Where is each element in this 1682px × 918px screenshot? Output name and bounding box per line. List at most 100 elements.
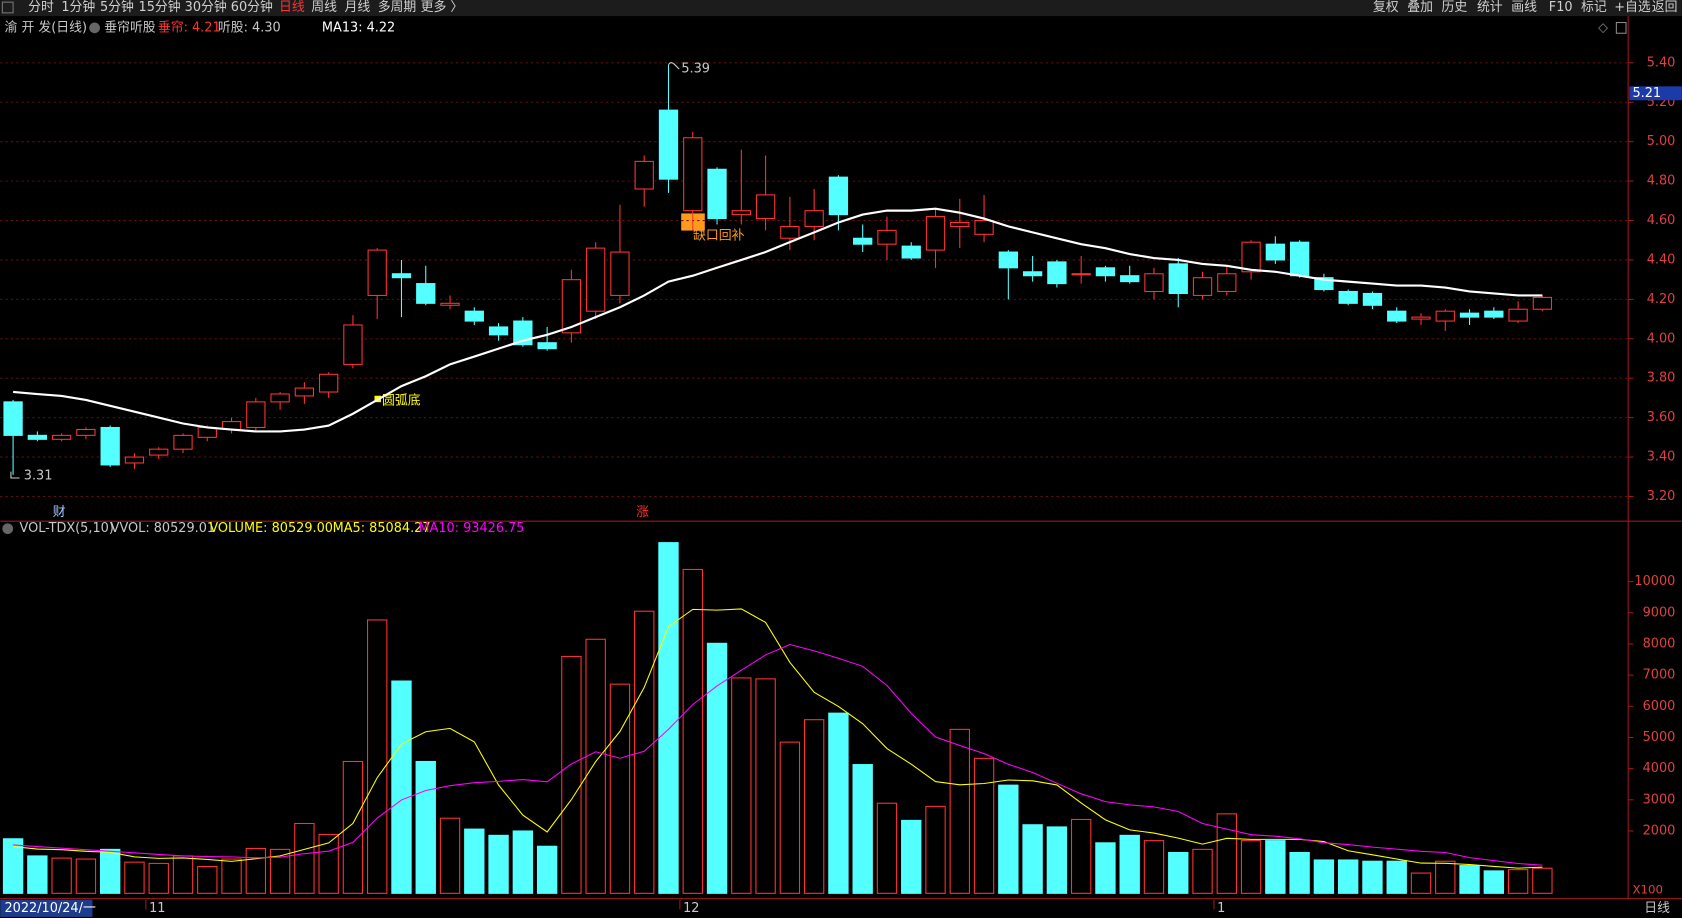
- volume-bar: [658, 542, 679, 894]
- volume-bar: [1265, 840, 1286, 894]
- toolbar-item[interactable]: 30分钟: [185, 0, 227, 15]
- volume-bar: [755, 678, 776, 894]
- candle-body: [100, 426, 120, 466]
- volume-bar: [1168, 851, 1189, 894]
- volume-bar: [75, 858, 97, 894]
- volume-bar: [1240, 840, 1262, 894]
- candle-body: [731, 210, 751, 216]
- volume-bar: [1313, 859, 1335, 894]
- ma-legend: MA10: 93426.75: [418, 521, 524, 536]
- toolbar-item[interactable]: 5分钟: [100, 0, 134, 15]
- toolbar-item[interactable]: 标记: [1581, 0, 1607, 15]
- callout-line: [668, 62, 680, 70]
- volume-bar: [1507, 869, 1529, 894]
- candle-body: [51, 434, 72, 440]
- toolbar-item[interactable]: 返回: [1652, 0, 1678, 15]
- toolbar-item[interactable]: 多周期: [378, 0, 417, 15]
- toolbar-item[interactable]: 日线: [279, 0, 305, 15]
- candle-body: [561, 279, 582, 334]
- volume-bar: [1532, 867, 1553, 894]
- candle-body: [270, 393, 290, 403]
- candle-body: [1071, 273, 1091, 276]
- annotation: 缺口回补: [693, 228, 745, 243]
- icon[interactable]: ◇: [1598, 20, 1608, 35]
- y-tick-label: 5.00: [1647, 134, 1676, 149]
- y-tick-label: 4000: [1643, 761, 1676, 776]
- candle-body: [173, 434, 193, 450]
- volume-bar: [221, 858, 242, 894]
- volume-bar: [585, 638, 606, 894]
- annotation: 圆弧底: [382, 393, 421, 409]
- volume-bar: [1070, 818, 1092, 894]
- indicator-toggle[interactable]: [89, 22, 100, 34]
- volume-bar: [1022, 824, 1043, 894]
- toolbar-item[interactable]: 统计: [1477, 0, 1503, 15]
- toolbar-item[interactable]: 历史: [1442, 0, 1468, 15]
- toolbar-item[interactable]: 60分钟: [231, 0, 273, 15]
- volume-bar: [536, 845, 558, 894]
- candle-body: [464, 310, 484, 322]
- volume-bar: [1337, 859, 1359, 894]
- y-tick-label: 7000: [1643, 668, 1676, 683]
- candle-body: [658, 109, 679, 180]
- volume-bar: [391, 680, 412, 894]
- ma-legend: MA13: 4.22: [322, 20, 395, 35]
- toolbar-item[interactable]: 1分钟: [61, 0, 95, 15]
- toolbar-item[interactable]: 15分钟: [139, 0, 181, 15]
- annotation: 财: [53, 505, 66, 520]
- volume-bar: [779, 741, 801, 894]
- candle-body: [877, 229, 897, 245]
- volume-bar: [1095, 842, 1116, 894]
- candle-body: [1289, 241, 1310, 277]
- candle-body: [804, 210, 824, 227]
- volume-bar: [1046, 826, 1068, 894]
- volume-bar: [949, 728, 970, 894]
- candle-body: [124, 456, 145, 464]
- indicator-toggle[interactable]: [2, 523, 14, 535]
- candle-body: [974, 219, 994, 235]
- x-tick-label: 2022/10/24/一: [5, 901, 96, 916]
- candle-body: [925, 216, 946, 251]
- volume-bar: [876, 802, 898, 894]
- volume-bar: [1435, 860, 1456, 894]
- candle-body: [246, 401, 266, 429]
- x-tick-label: 11: [149, 901, 165, 916]
- candle-body: [1241, 241, 1261, 273]
- volume-bar: [172, 855, 194, 894]
- toolbar-item[interactable]: 叠加: [1407, 0, 1433, 15]
- price-tag: [1629, 86, 1682, 101]
- candle-body: [1387, 310, 1407, 322]
- toolbar-item[interactable]: +自选: [1614, 0, 1651, 15]
- candle-body: [1459, 312, 1480, 318]
- toolbar-item[interactable]: 复权: [1373, 0, 1399, 15]
- volume-value: VOLUME: 80529.00: [209, 521, 333, 536]
- ma-line: [13, 643, 1543, 866]
- y-tick-label: 3000: [1643, 792, 1676, 807]
- candle-body: [586, 247, 606, 312]
- y-tick-label: 4.60: [1647, 213, 1676, 228]
- toolbar-item[interactable]: 月线: [344, 0, 370, 15]
- candle-body: [1411, 316, 1431, 320]
- candle-body: [416, 283, 436, 304]
- volume-bar: [706, 642, 728, 894]
- y-tick-label: 6000: [1643, 699, 1676, 714]
- annotation: 涨: [636, 505, 649, 520]
- candle-body: [343, 324, 363, 365]
- volume-bar: [464, 828, 485, 894]
- y-tick-label: 4.40: [1647, 252, 1676, 267]
- toolbar-item[interactable]: 分时: [28, 0, 54, 15]
- icon[interactable]: [1615, 21, 1627, 34]
- indicator-name: VOL-TDX(5,10): [20, 521, 114, 536]
- volume-bar: [634, 610, 655, 894]
- toolbar-item[interactable]: 更多 〉: [421, 0, 464, 15]
- menu-icon[interactable]: [1, 1, 14, 14]
- candle-body: [319, 373, 339, 393]
- date-cursor: [0, 899, 93, 917]
- toolbar-item[interactable]: 周线: [311, 0, 337, 15]
- toolbar-item[interactable]: 画线: [1511, 0, 1537, 15]
- candle-body: [755, 194, 776, 220]
- toolbar-item[interactable]: F10: [1549, 0, 1573, 15]
- candle-body: [683, 137, 703, 212]
- y-tick-label: 8000: [1643, 636, 1676, 651]
- callout-line: [10, 471, 20, 479]
